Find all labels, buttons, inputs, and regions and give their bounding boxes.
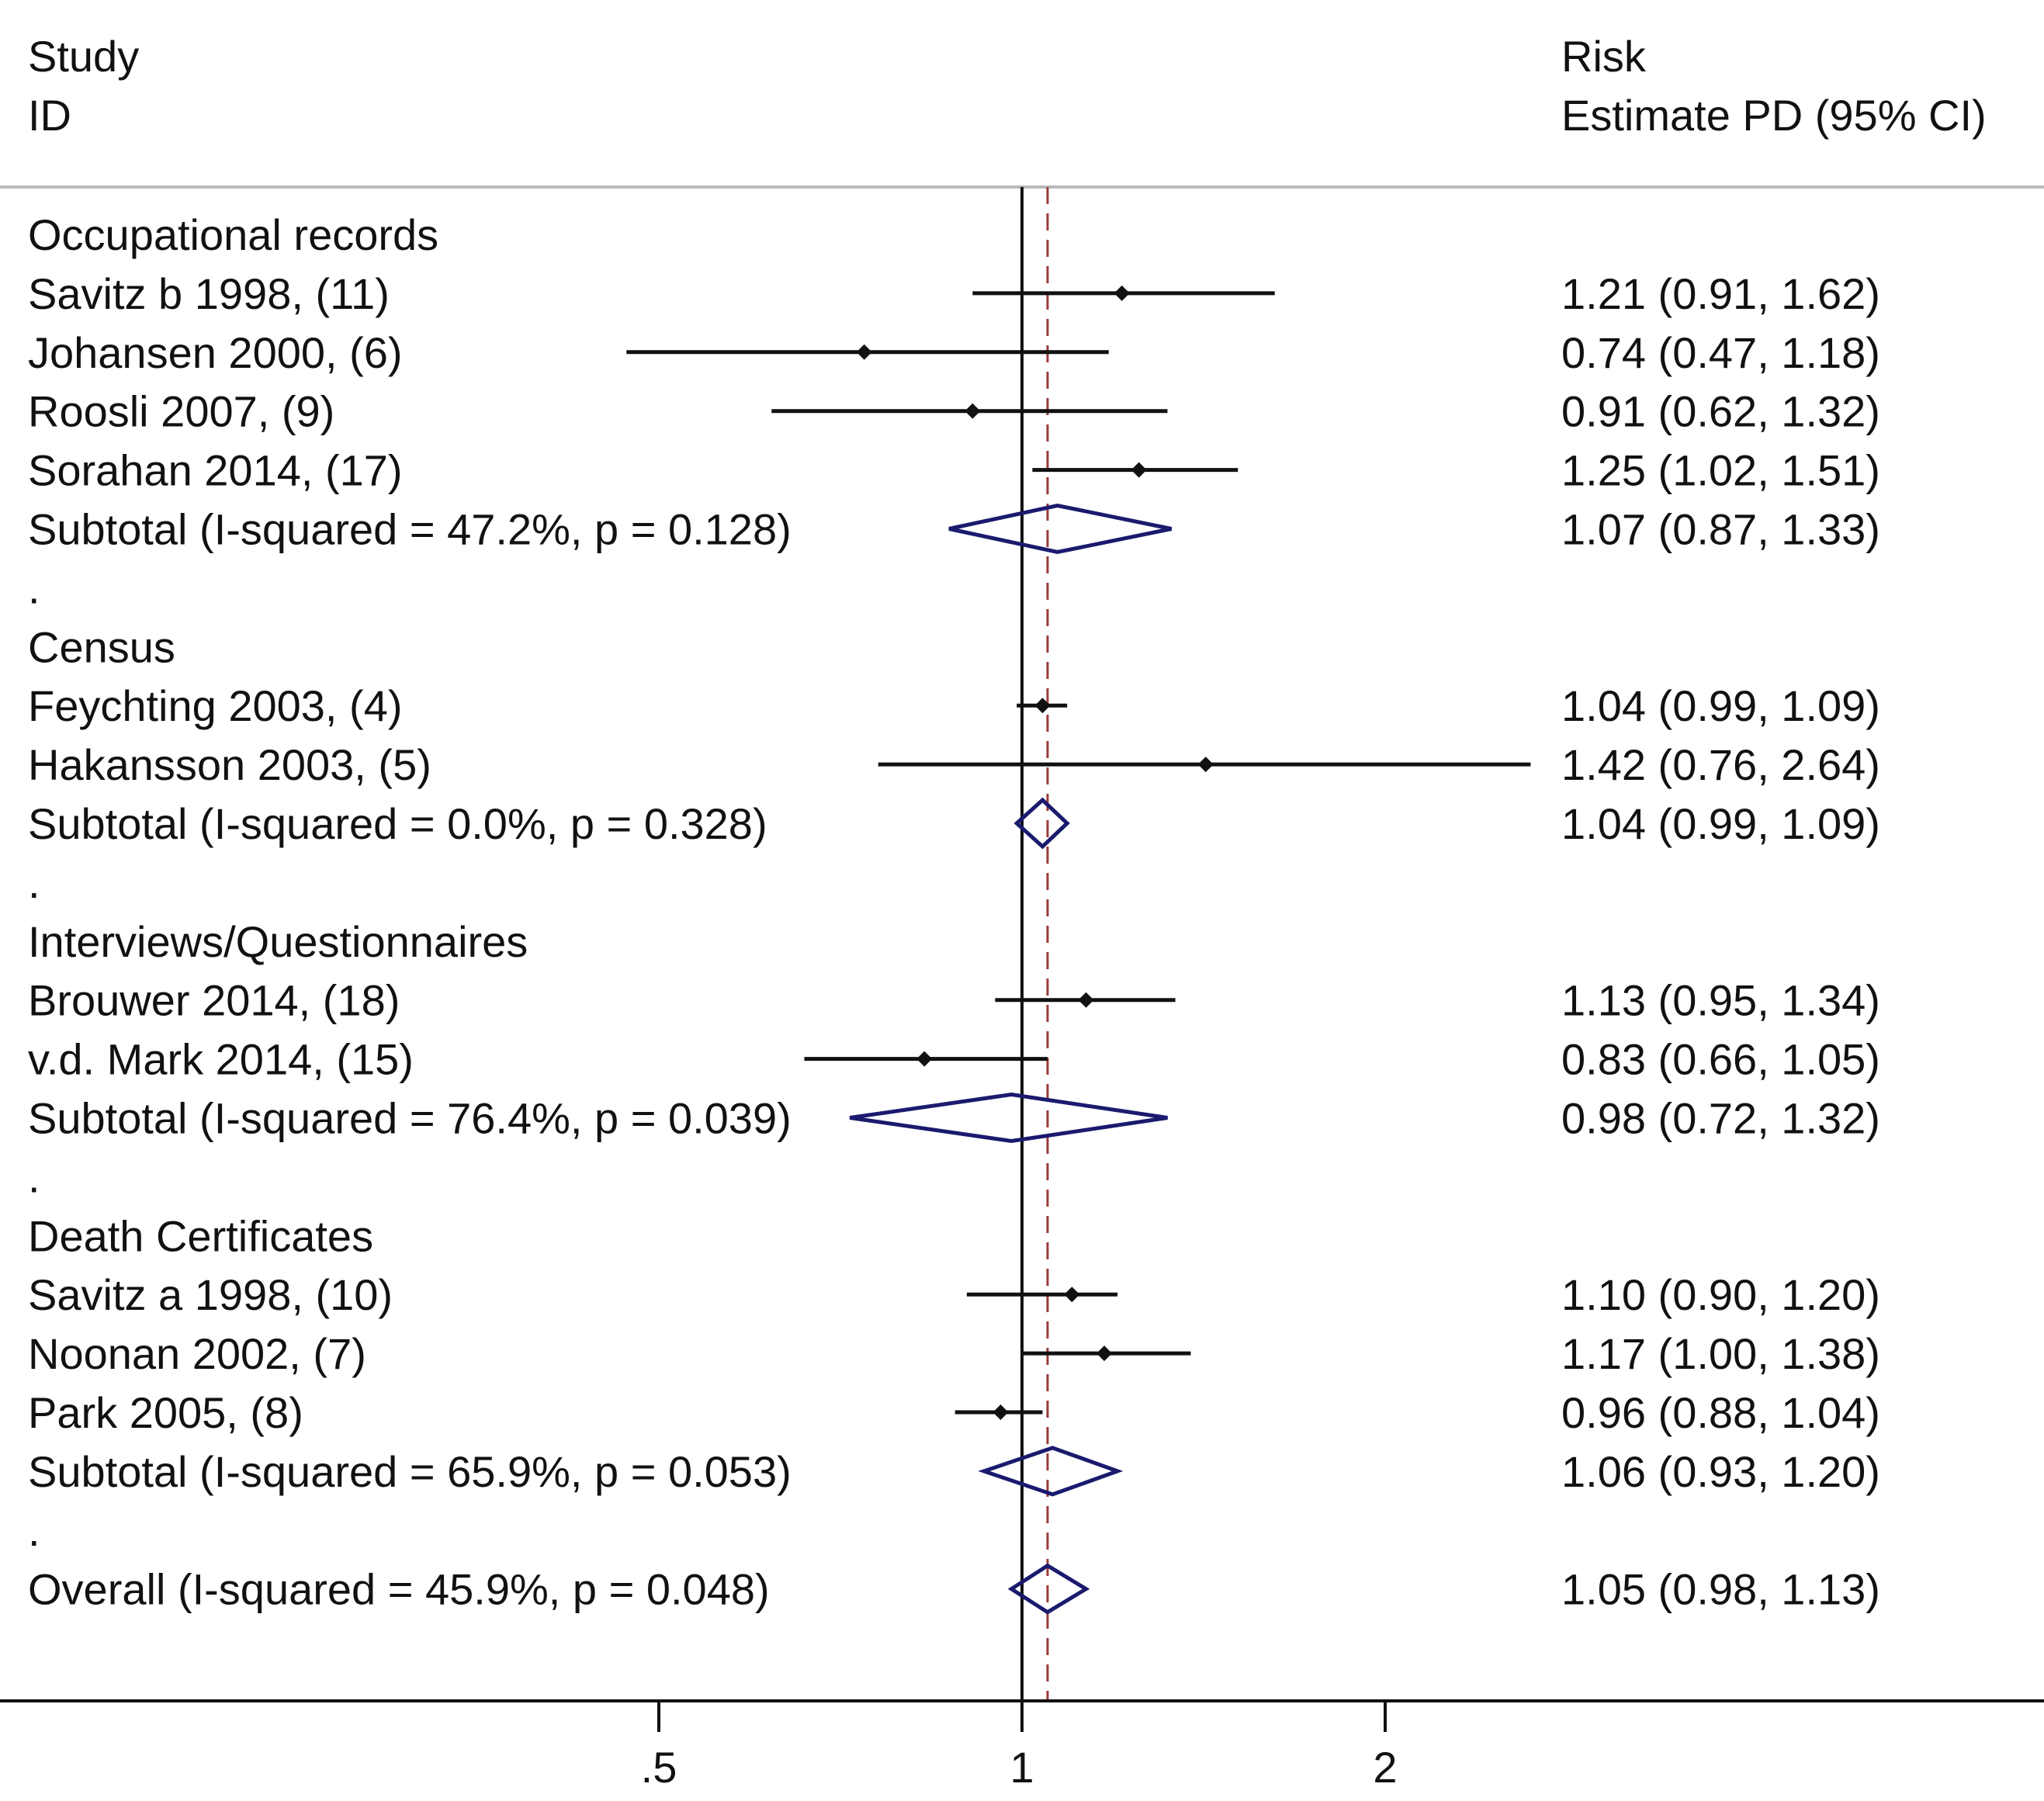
study-label: Feychting 2003, (4) [28,681,402,730]
study-header-line1: Study [28,32,139,81]
point-estimate-marker [916,1051,933,1067]
estimate-ci-text: 0.83 (0.66, 1.05) [1561,1035,1880,1084]
study-label: Park 2005, (8) [28,1388,303,1437]
point-estimate-marker [1064,1287,1080,1303]
point-estimate-marker [965,403,981,419]
study-label: v.d. Mark 2014, (15) [28,1035,414,1084]
estimate-ci-text: 1.21 (0.91, 1.62) [1561,269,1880,318]
estimate-ci-text: 0.96 (0.88, 1.04) [1561,1388,1880,1437]
estimate-ci-text: 0.91 (0.62, 1.32) [1561,387,1880,436]
subtotal-diamond [1013,797,1070,850]
point-estimate-marker [1131,462,1147,478]
subtotal-label: Subtotal (I-squared = 47.2%, p = 0.128) [28,505,792,554]
point-estimate-marker [1096,1346,1113,1362]
group-label: Interviews/Questionnaires [28,917,528,966]
estimate-ci-text: 0.74 (0.47, 1.18) [1561,328,1880,377]
estimate-ci-text: 1.42 (0.76, 2.64) [1561,740,1880,789]
estimate-ci-text: 0.98 (0.72, 1.32) [1561,1094,1880,1143]
subtotal-diamond [978,1446,1124,1497]
subtotal-label: Subtotal (I-squared = 0.0%, p = 0.328) [28,799,767,848]
group-label: Occupational records [28,210,438,259]
point-estimate-marker [1197,757,1214,773]
spacer-dot: . [28,1152,40,1201]
x-tick-label: 2 [1373,1743,1397,1792]
point-estimate-marker [1078,992,1094,1008]
spacer-dot: . [28,858,40,907]
spacer-dot: . [28,1506,40,1555]
overall-diamond [1007,1563,1090,1615]
estimate-ci-text: 1.17 (1.00, 1.38) [1561,1329,1880,1378]
study-label: Savitz a 1998, (10) [28,1270,393,1319]
x-axis-ticks: .5 1 2 [641,1701,1398,1792]
study-label: Noonan 2002, (7) [28,1329,366,1378]
x-tick-label: .5 [641,1743,677,1792]
spacer-dot: . [28,563,40,612]
point-estimate-marker [856,344,872,360]
subtotal-diamond [948,503,1173,555]
study-label: Hakansson 2003, (5) [28,740,431,789]
estimate-ci-text: 1.05 (0.98, 1.13) [1561,1565,1880,1614]
estimate-ci-text: 1.04 (0.99, 1.09) [1561,681,1880,730]
estimate-ci-text: 1.06 (0.93, 1.20) [1561,1447,1880,1496]
study-label: Savitz b 1998, (11) [28,269,390,318]
x-tick-label: 1 [1010,1743,1034,1792]
overall-label: Overall (I-squared = 45.9%, p = 0.048) [28,1565,770,1614]
estimate-ci-text: 1.13 (0.95, 1.34) [1561,976,1880,1025]
group-label: Census [28,622,175,671]
group-label: Death Certificates [28,1211,373,1260]
estimate-header-line2: Estimate PD (95% CI) [1561,91,1987,140]
estimate-ci-text: 1.25 (1.02, 1.51) [1561,446,1880,495]
study-label: Sorahan 2014, (17) [28,446,403,495]
estimate-ci-text: 1.10 (0.90, 1.20) [1561,1270,1880,1319]
forest-marks: Occupational records Savitz b 1998, (11) 1… [28,210,1880,1615]
study-label: Roosli 2007, (9) [28,387,334,436]
study-label: Brouwer 2014, (18) [28,976,400,1025]
subtotal-label: Subtotal (I-squared = 76.4%, p = 0.039) [28,1094,792,1143]
point-estimate-marker [1034,698,1051,714]
estimate-ci-text: 1.07 (0.87, 1.33) [1561,505,1880,554]
estimate-ci-text: 1.04 (0.99, 1.09) [1561,799,1880,848]
subtotal-diamond [849,1092,1168,1144]
estimate-header-line1: Risk [1561,32,1647,81]
point-estimate-marker [993,1404,1009,1420]
point-estimate-marker [1114,285,1130,301]
study-header-line2: ID [28,91,71,140]
study-label: Johansen 2000, (6) [28,328,403,377]
subtotal-label: Subtotal (I-squared = 65.9%, p = 0.053) [28,1447,792,1496]
